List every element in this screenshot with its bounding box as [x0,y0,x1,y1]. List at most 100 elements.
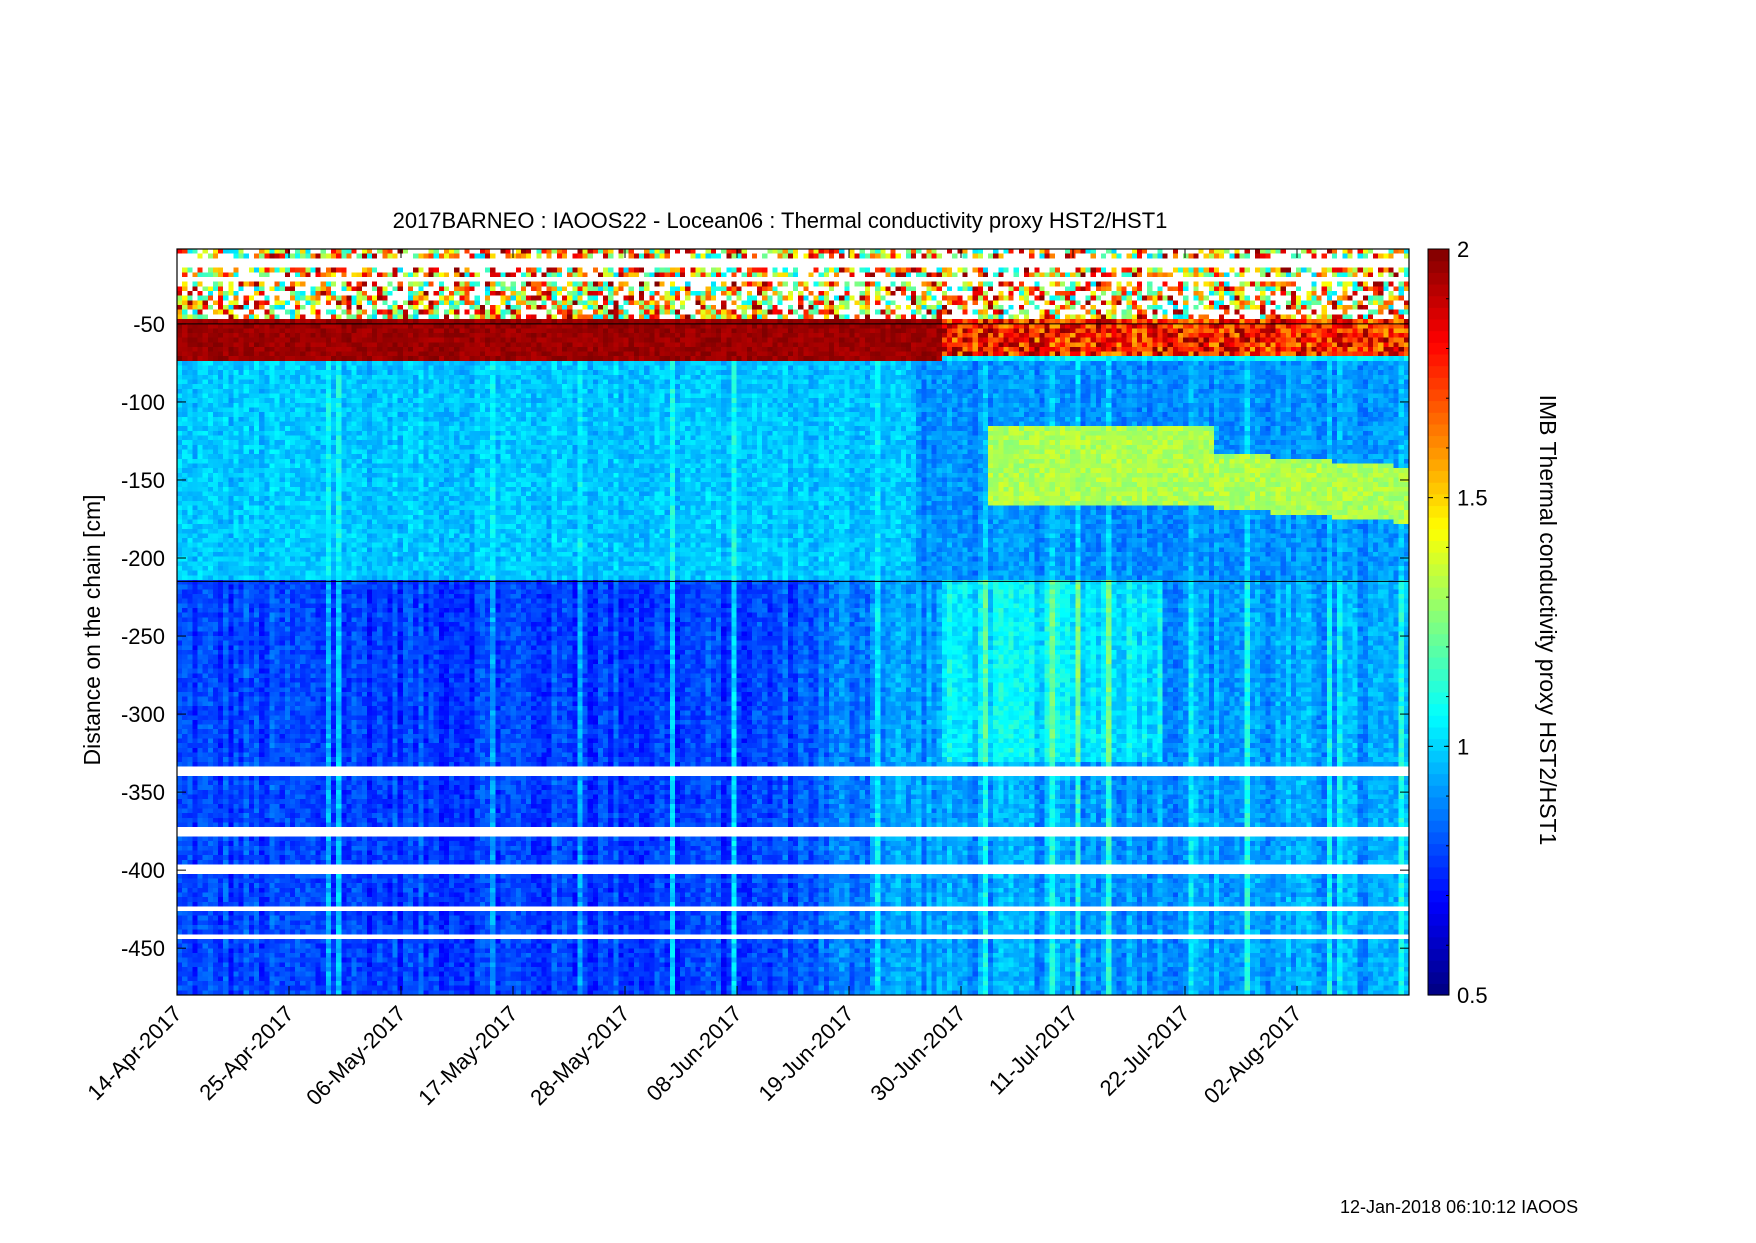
colorbar-segment [1428,272,1449,285]
colorbar-segment [1428,563,1449,576]
colorbar-segment [1428,645,1449,658]
colorbar-segment [1428,948,1449,961]
colorbar-segment [1428,517,1449,530]
colorbar-segment [1428,365,1449,378]
colorbar-segment [1428,983,1449,996]
x-tick-label: 22-Jul-2017 [1095,1001,1195,1101]
y-tick-label: -250 [121,624,165,649]
colorbar-segment [1428,283,1449,297]
y-tick-label: -100 [121,390,165,415]
colorbar [1427,248,1450,996]
colorbar-segment [1428,353,1449,367]
colorbar-segment [1428,598,1449,611]
colorbar-segment [1428,377,1449,390]
y-tick-label: -450 [121,936,165,961]
colorbar-segment [1428,971,1449,984]
colorbar-segment [1428,785,1449,798]
colorbar-segment [1428,622,1449,635]
colorbar-segment [1428,633,1449,646]
x-tick-label: 11-Jul-2017 [984,1001,1083,1100]
y-axis-label: Distance on the chain [cm] [79,494,105,765]
colorbar-segment [1428,307,1449,320]
colorbar-segment [1428,960,1449,973]
colorbar-segment [1428,703,1449,716]
colorbar-segment [1428,610,1449,623]
colorbar-segment [1428,680,1449,693]
colorbar-segment [1428,388,1449,402]
y-tick-label: -350 [121,780,165,805]
colorbar-tick-label: 1.5 [1457,486,1488,511]
colorbar-segment [1428,901,1449,915]
colorbar-segment [1428,458,1449,472]
plot-frame [176,248,1410,996]
colorbar-segment [1428,470,1449,483]
colorbar-segment [1428,866,1449,880]
x-tick-label: 02-Aug-2017 [1199,1001,1307,1109]
x-tick-label: 08-Jun-2017 [641,1001,746,1106]
colorbar-segment [1428,552,1449,565]
colorbar-tick-label: 0.5 [1457,983,1488,1008]
colorbar-segment [1428,260,1449,273]
colorbar-segment [1428,528,1449,542]
x-tick-label: 17-May-2017 [413,1001,522,1110]
colorbar-segment [1428,925,1449,938]
colorbar-ticks: 0.5 1 1.5 2 [1428,237,1488,1008]
colorbar-segment [1428,587,1449,600]
colorbar-segment [1428,435,1449,448]
colorbar-segment [1428,295,1449,308]
colorbar-segment [1428,936,1449,949]
colorbar-segment [1428,773,1449,786]
colorbar-segment [1428,738,1449,751]
x-tick-label: 14-Apr-2017 [82,1001,186,1105]
y-axis-ticks: -50 -100 -150 -200 -250 -300 -350 -400 -450 [121,312,1409,961]
x-tick-label: 25-Apr-2017 [194,1001,298,1105]
colorbar-tick-label: 1 [1457,734,1469,759]
colorbar-frame [1427,248,1450,996]
colorbar-segment [1428,668,1449,681]
x-tick-label: 06-May-2017 [301,1001,410,1110]
colorbar-segment [1428,656,1449,670]
colorbar-segment [1428,482,1449,495]
x-tick-label: 28-May-2017 [525,1001,634,1110]
colorbar-segment [1428,878,1449,891]
x-tick-label: 19-Jun-2017 [753,1001,858,1106]
colorbar-segment [1428,855,1449,868]
colorbar-segment [1428,913,1449,926]
colorbar-segment [1428,843,1449,856]
heatmap-cells [177,249,1409,995]
y-tick-label: -200 [121,546,165,571]
colorbar-segment [1428,890,1449,903]
colorbar-segment [1428,400,1449,413]
colorbar-segment [1428,820,1449,833]
colorbar-segment [1428,575,1449,588]
colorbar-segment [1428,318,1449,332]
colorbar-label: IMB Thermal conductivity proxy HST2/HST1 [1535,395,1561,846]
colorbar-segment [1428,342,1449,355]
colorbar-segment [1428,750,1449,763]
x-tick-label: 30-Jun-2017 [865,1001,970,1106]
y-tick-label: -50 [133,312,165,337]
colorbar-segment [1428,505,1449,518]
colorbar-segment [1428,540,1449,553]
colorbar-segment [1428,330,1449,343]
plot-area [176,248,1410,996]
colorbar-segment [1428,715,1449,728]
colorbar-segment [1428,808,1449,821]
colorbar-tick-label: 2 [1457,237,1469,262]
y-tick-label: -150 [121,468,165,493]
colorbar-segment [1428,249,1449,262]
colorbar-segment [1428,691,1449,705]
colorbar-segment [1428,447,1449,460]
colorbar-segment [1428,726,1449,740]
colorbar-segment [1428,796,1449,810]
colorbar-segment [1428,831,1449,845]
y-tick-label: -400 [121,858,165,883]
colorbar-segment [1428,493,1449,507]
colorbar-segment [1428,761,1449,775]
chart-title: 2017BARNEO : IAOOS22 - Locean06 : Therma… [393,208,1168,233]
colorbar-segment [1428,412,1449,425]
colorbar-segment [1428,423,1449,437]
footer-timestamp: 12-Jan-2018 06:10:12 IAOOS [1340,1197,1579,1217]
y-tick-label: -300 [121,702,165,727]
